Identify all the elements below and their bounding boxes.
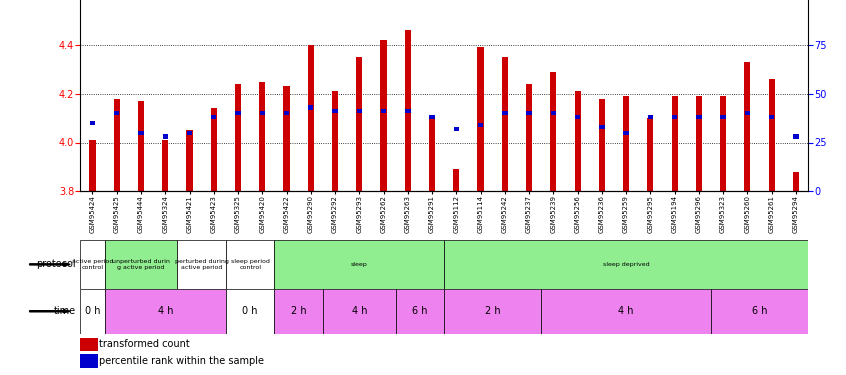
Bar (502, 111, 508, 116)
Bar (672, 96, 678, 191)
Bar (138, 101, 144, 191)
Bar (138, 130, 144, 135)
Bar (274, 289, 323, 334)
Text: 0 h: 0 h (243, 306, 258, 316)
Text: 2 h: 2 h (485, 306, 501, 316)
Bar (283, 86, 289, 191)
Bar (647, 115, 653, 119)
Bar (623, 96, 629, 191)
Bar (308, 45, 314, 191)
Bar (356, 57, 362, 191)
Bar (624, 130, 629, 135)
Bar (186, 130, 193, 191)
Bar (381, 109, 387, 114)
Bar (187, 130, 192, 135)
Bar (695, 96, 702, 191)
Bar (477, 48, 484, 191)
Bar (793, 135, 799, 139)
Bar (211, 108, 217, 191)
Text: 4 h: 4 h (352, 306, 367, 316)
Bar (502, 57, 508, 191)
Bar (404, 30, 411, 191)
Bar (478, 123, 483, 127)
Text: transformed count: transformed count (98, 339, 190, 349)
Text: 4 h: 4 h (618, 306, 634, 316)
Bar (308, 105, 314, 110)
Bar (80, 289, 105, 334)
Bar (793, 172, 799, 191)
Bar (283, 111, 289, 116)
Text: active period
control: active period control (72, 259, 113, 270)
Bar (105, 289, 226, 334)
Bar (80, 338, 98, 351)
Bar (162, 135, 168, 139)
Bar (744, 111, 750, 116)
Bar (551, 111, 556, 116)
Bar (235, 111, 241, 116)
Bar (769, 115, 774, 119)
Bar (574, 91, 580, 191)
Bar (444, 240, 808, 289)
Bar (381, 40, 387, 191)
Bar (599, 125, 605, 129)
Bar (162, 140, 168, 191)
Bar (541, 289, 711, 334)
Bar (323, 289, 396, 334)
Text: percentile rank within the sample: percentile rank within the sample (98, 356, 264, 366)
Bar (550, 72, 557, 191)
Bar (211, 115, 217, 119)
Bar (396, 289, 444, 334)
Bar (599, 99, 605, 191)
Bar (226, 289, 274, 334)
Bar (332, 91, 338, 191)
Bar (720, 115, 726, 119)
Bar (90, 121, 96, 125)
Text: 6 h: 6 h (412, 306, 427, 316)
Text: protocol: protocol (36, 260, 76, 269)
Bar (672, 115, 678, 119)
Text: unperturbed durin
g active period: unperturbed durin g active period (112, 259, 170, 270)
Bar (768, 79, 775, 191)
Bar (90, 140, 96, 191)
Bar (647, 118, 653, 191)
Text: sleep deprived: sleep deprived (602, 262, 650, 267)
Bar (711, 289, 808, 334)
Bar (429, 118, 435, 191)
Bar (526, 111, 532, 116)
Bar (696, 115, 701, 119)
Bar (235, 84, 241, 191)
Text: perturbed during
active period: perturbed during active period (174, 259, 228, 270)
Bar (114, 111, 119, 116)
Bar (226, 240, 274, 289)
Bar (274, 240, 444, 289)
Bar (113, 99, 120, 191)
Text: 4 h: 4 h (157, 306, 173, 316)
Bar (574, 115, 580, 119)
Bar (405, 109, 410, 114)
Bar (105, 240, 178, 289)
Bar (178, 240, 226, 289)
Text: time: time (54, 306, 76, 316)
Bar (356, 109, 362, 114)
Bar (526, 84, 532, 191)
Bar (453, 127, 459, 131)
Text: 2 h: 2 h (291, 306, 306, 316)
Bar (332, 109, 338, 114)
Text: 6 h: 6 h (752, 306, 767, 316)
Bar (429, 115, 435, 119)
Text: 0 h: 0 h (85, 306, 100, 316)
Bar (80, 240, 105, 289)
Bar (444, 289, 541, 334)
Text: sleep: sleep (351, 262, 368, 267)
Bar (744, 62, 750, 191)
Bar (260, 111, 265, 116)
Bar (259, 81, 266, 191)
Bar (80, 354, 98, 368)
Bar (720, 96, 726, 191)
Bar (453, 169, 459, 191)
Text: sleep period
control: sleep period control (231, 259, 270, 270)
